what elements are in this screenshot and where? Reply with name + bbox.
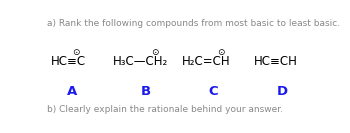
Text: ⊙: ⊙: [217, 48, 224, 57]
Text: ⊙: ⊙: [72, 48, 79, 57]
Text: A: A: [67, 85, 77, 98]
Text: a) Rank the following compounds from most basic to least basic.: a) Rank the following compounds from mos…: [47, 19, 340, 28]
Text: H₂C=CH: H₂C=CH: [182, 55, 231, 68]
Text: H₃C—CH₂: H₃C—CH₂: [113, 55, 168, 68]
Text: C: C: [209, 85, 218, 98]
Text: D: D: [277, 85, 288, 98]
Text: ⊙: ⊙: [150, 48, 158, 57]
Text: b) Clearly explain the rationale behind your answer.: b) Clearly explain the rationale behind …: [47, 105, 283, 114]
Text: HC≡C: HC≡C: [50, 55, 86, 68]
Text: HC≡CH: HC≡CH: [254, 55, 298, 68]
Text: B: B: [140, 85, 150, 98]
